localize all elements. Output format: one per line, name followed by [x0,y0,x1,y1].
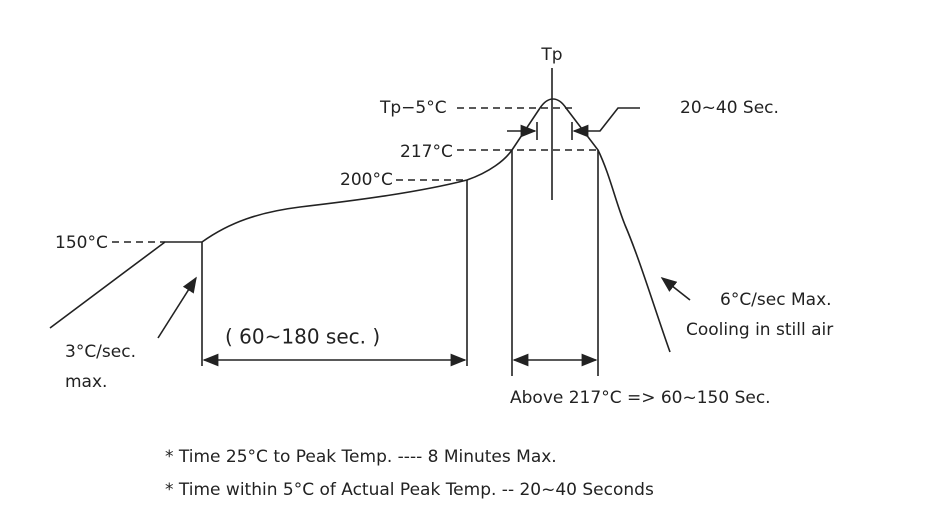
label: Above 217°C => 60~150 Sec. [510,388,771,408]
note: * Time 25°C to Peak Temp. ---- 8 Minutes… [165,447,557,467]
label: 20~40 Sec. [680,98,779,118]
cooling-arrow [660,277,691,301]
label: 217°C [400,142,453,162]
ramp-arrow [157,276,197,339]
label: 6°C/sec Max. [720,290,832,310]
label: max. [65,372,107,392]
label: 200°C [340,170,393,190]
label: Tp [540,45,562,65]
window-leader [572,107,640,138]
label: Cooling in still air [686,320,833,340]
label: 150°C [55,233,108,253]
label: ( 60~180 sec. ) [225,325,380,349]
label: Tp−5°C [379,98,447,118]
label: 3°C/sec. [65,342,136,362]
note: * Time within 5°C of Actual Peak Temp. -… [165,480,654,500]
profile-curve [49,98,671,353]
